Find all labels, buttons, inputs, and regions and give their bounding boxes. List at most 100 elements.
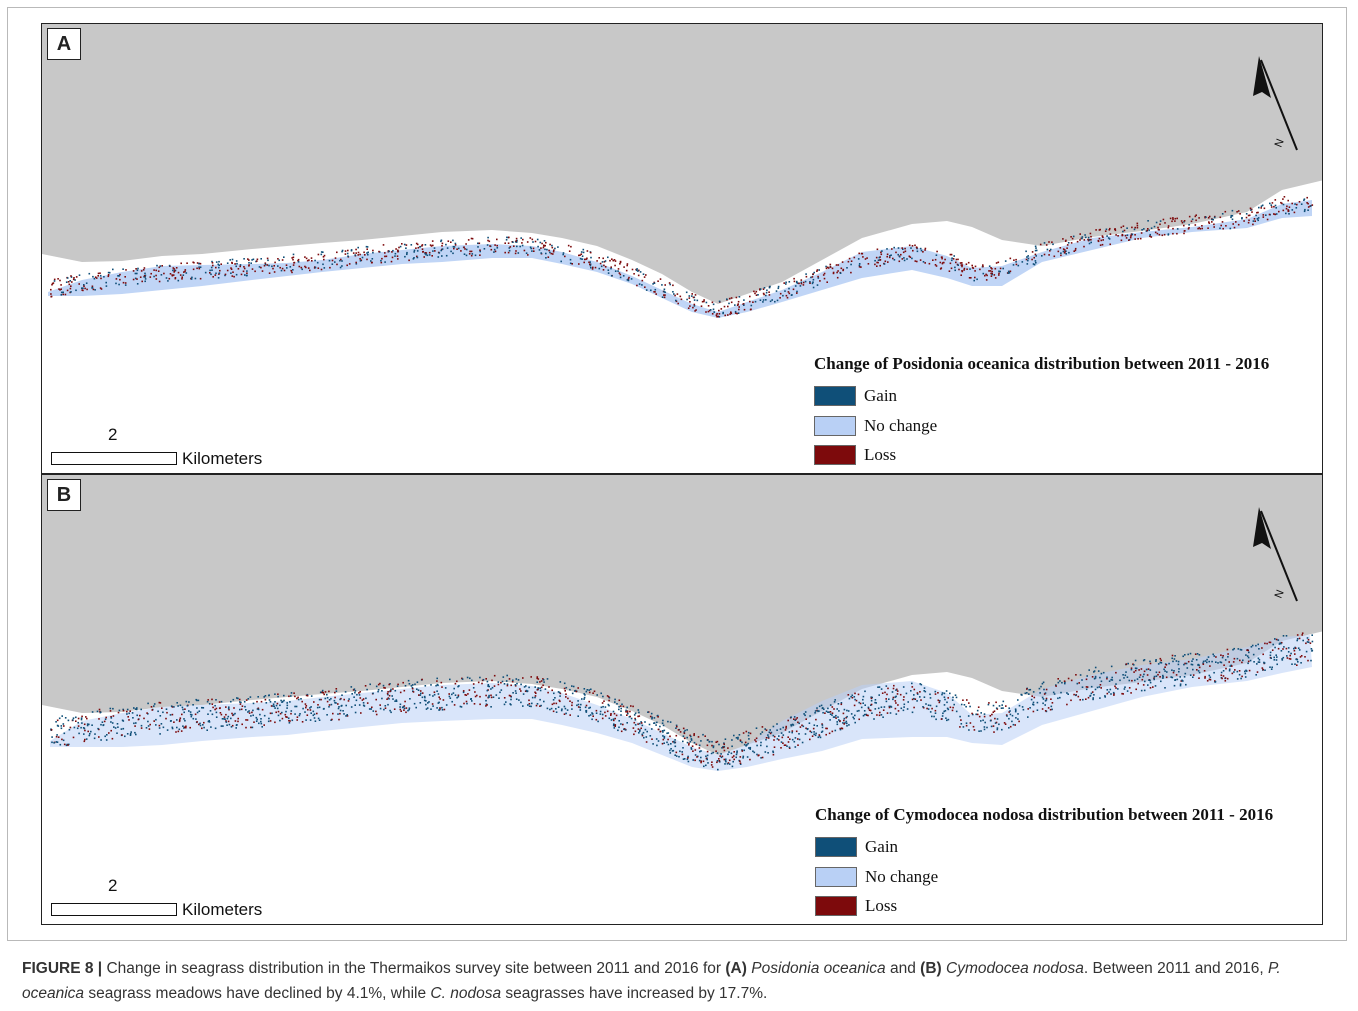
change-pixel [325, 698, 327, 700]
change-pixel [222, 725, 224, 727]
change-pixel [261, 701, 263, 703]
change-pixel [812, 735, 814, 737]
change-pixel [463, 703, 465, 705]
change-pixel [718, 744, 720, 746]
change-pixel [571, 685, 573, 687]
change-pixel [941, 718, 943, 720]
change-pixel [1109, 244, 1111, 246]
change-pixel [893, 697, 895, 699]
change-pixel [496, 245, 498, 247]
change-pixel [351, 686, 353, 688]
change-pixel [1092, 697, 1094, 699]
change-pixel [920, 248, 922, 250]
change-pixel [577, 687, 579, 689]
change-pixel [185, 269, 187, 271]
change-pixel [304, 256, 306, 258]
change-pixel [372, 250, 374, 252]
change-pixel [602, 261, 604, 263]
change-pixel [1158, 229, 1160, 231]
change-pixel [128, 713, 130, 715]
change-pixel [731, 302, 733, 304]
change-pixel [1164, 687, 1166, 689]
change-pixel [1225, 225, 1227, 227]
change-pixel [568, 245, 570, 247]
change-pixel [1215, 681, 1217, 683]
change-pixel [1258, 658, 1260, 660]
change-pixel [1275, 205, 1277, 207]
change-pixel [328, 691, 330, 693]
change-pixel [324, 255, 326, 257]
change-pixel [876, 714, 878, 716]
change-pixel [340, 267, 342, 269]
change-pixel [891, 706, 893, 708]
change-pixel [840, 272, 842, 274]
change-pixel [803, 284, 805, 286]
change-pixel [1125, 675, 1127, 677]
change-pixel [603, 265, 605, 267]
change-pixel [892, 258, 894, 260]
change-pixel [1163, 669, 1165, 671]
change-pixel [989, 265, 991, 267]
change-pixel [659, 726, 661, 728]
change-pixel [584, 259, 586, 261]
change-pixel [861, 253, 863, 255]
change-pixel [358, 252, 360, 254]
change-pixel [1078, 682, 1080, 684]
change-pixel [68, 720, 70, 722]
change-pixel [798, 733, 800, 735]
change-pixel [1192, 669, 1194, 671]
change-pixel [436, 680, 438, 682]
change-pixel [315, 720, 317, 722]
change-pixel [471, 251, 473, 253]
change-pixel [1059, 697, 1061, 699]
change-pixel [924, 249, 926, 251]
change-pixel [405, 685, 407, 687]
change-pixel [572, 693, 574, 695]
change-pixel [790, 716, 792, 718]
change-pixel [494, 249, 496, 251]
change-pixel [136, 715, 138, 717]
change-pixel [912, 712, 914, 714]
change-pixel [842, 270, 844, 272]
change-pixel [171, 274, 173, 276]
change-pixel [536, 681, 538, 683]
legend-label: Gain [864, 386, 897, 406]
change-pixel [786, 295, 788, 297]
change-pixel [1127, 690, 1129, 692]
change-pixel [438, 256, 440, 258]
change-pixel [694, 742, 696, 744]
change-pixel [1262, 667, 1264, 669]
change-pixel [602, 696, 604, 698]
legend-row-loss: Loss [814, 445, 896, 465]
change-pixel [317, 704, 319, 706]
legend-swatch-gain [815, 837, 857, 857]
change-pixel [689, 297, 691, 299]
change-pixel [696, 744, 698, 746]
change-pixel [454, 704, 456, 706]
change-pixel [819, 706, 821, 708]
change-pixel [569, 689, 571, 691]
change-pixel [540, 242, 542, 244]
change-pixel [409, 707, 411, 709]
change-pixel [598, 257, 600, 259]
change-pixel [192, 704, 194, 706]
change-pixel [144, 267, 146, 269]
change-pixel [858, 694, 860, 696]
change-pixel [1301, 655, 1303, 657]
change-pixel [240, 703, 242, 705]
change-pixel [696, 756, 698, 758]
change-pixel [780, 293, 782, 295]
change-pixel [948, 719, 950, 721]
change-pixel [966, 263, 968, 265]
change-pixel [504, 683, 506, 685]
change-pixel [940, 268, 942, 270]
change-pixel [871, 700, 873, 702]
change-pixel [1191, 221, 1193, 223]
change-pixel [1110, 689, 1112, 691]
change-pixel [252, 710, 254, 712]
change-pixel [535, 695, 537, 697]
change-pixel [667, 721, 669, 723]
change-pixel [203, 707, 205, 709]
change-pixel [357, 254, 359, 256]
change-pixel [83, 284, 85, 286]
